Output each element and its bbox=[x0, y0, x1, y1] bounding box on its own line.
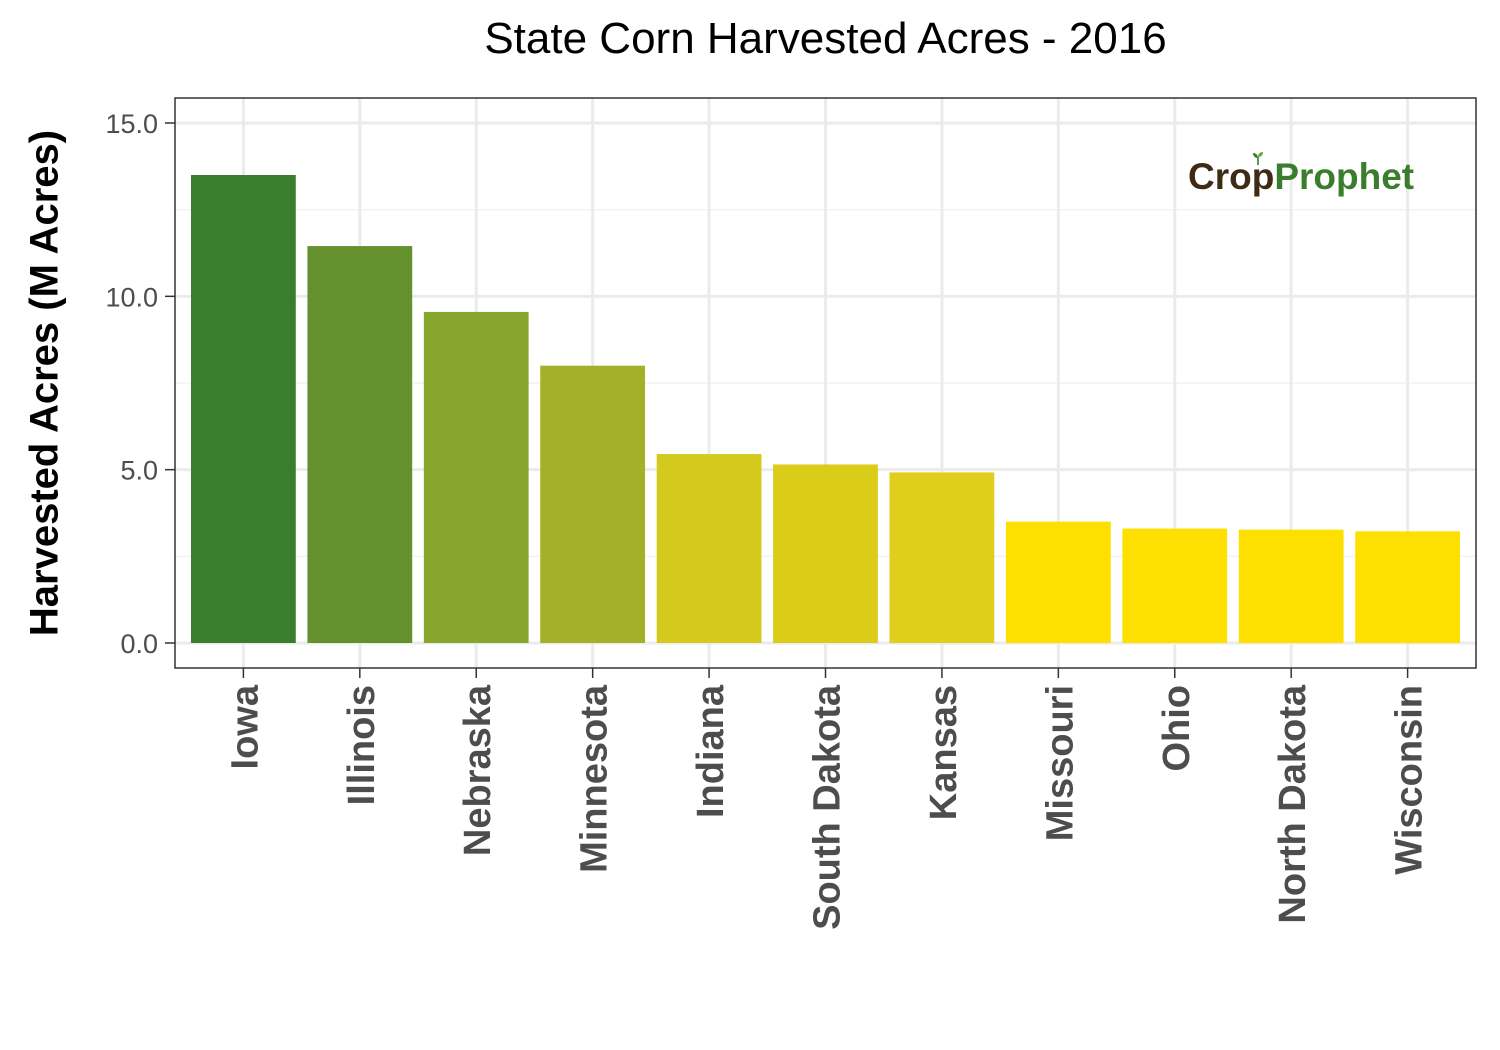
axes: 0.0 5.0 10.0 15.0 Iowa Illinois Nebraska Minnes… bbox=[105, 109, 1430, 930]
logo-text-crop: Crop bbox=[1188, 156, 1275, 197]
bar-nebraska bbox=[423, 311, 529, 643]
x-tick-label: Indiana bbox=[690, 684, 732, 818]
bar-wisconsin bbox=[1355, 531, 1460, 643]
x-tick-label: Wisconsin bbox=[1389, 685, 1431, 875]
bar-missouri bbox=[1005, 521, 1111, 643]
x-tick-label: Iowa bbox=[224, 684, 266, 769]
cropprophet-logo: CropProphet bbox=[1188, 156, 1414, 198]
y-tick-label: 0.0 bbox=[120, 629, 158, 659]
bar-south-dakota bbox=[773, 464, 878, 643]
y-tick-label: 5.0 bbox=[120, 456, 158, 486]
bar-iowa bbox=[191, 175, 296, 643]
bar-ohio bbox=[1122, 528, 1228, 643]
bar-indiana bbox=[656, 454, 762, 643]
y-tick-label: 15.0 bbox=[105, 109, 158, 139]
x-tick-label: Illinois bbox=[341, 685, 383, 805]
bar-north-dakota bbox=[1238, 529, 1344, 643]
x-tick-label: North Dakota bbox=[1272, 684, 1314, 923]
logo-text-prophet: Prophet bbox=[1274, 156, 1415, 197]
bars bbox=[191, 175, 1460, 644]
x-tick-label: Nebraska bbox=[457, 684, 499, 856]
x-tick-label: South Dakota bbox=[807, 684, 849, 930]
x-tick-label: Missouri bbox=[1039, 685, 1081, 841]
sprout-icon bbox=[1253, 152, 1263, 165]
bar-kansas bbox=[889, 472, 995, 643]
x-tick-label: Minnesota bbox=[574, 684, 616, 873]
x-tick-label: Kansas bbox=[923, 685, 965, 820]
bar-minnesota bbox=[540, 365, 646, 643]
y-tick-label: 10.0 bbox=[105, 282, 158, 312]
chart-title: State Corn Harvested Acres - 2016 bbox=[484, 14, 1167, 63]
bar-illinois bbox=[307, 246, 413, 644]
x-tick-label: Ohio bbox=[1156, 685, 1198, 772]
